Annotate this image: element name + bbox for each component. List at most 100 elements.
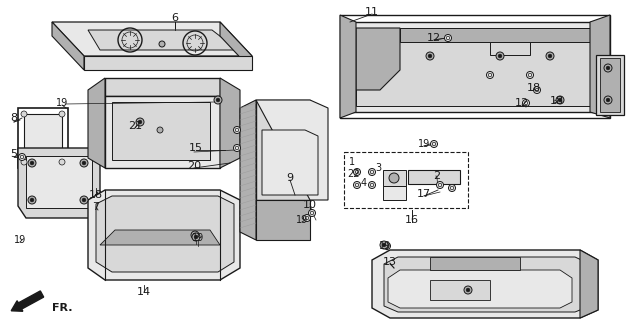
Circle shape xyxy=(466,288,470,292)
Text: 21: 21 xyxy=(128,121,142,131)
Text: 12: 12 xyxy=(515,98,529,108)
Polygon shape xyxy=(408,170,460,184)
Polygon shape xyxy=(112,102,210,160)
Text: FR.: FR. xyxy=(52,303,73,313)
Circle shape xyxy=(526,71,533,78)
Circle shape xyxy=(59,111,65,117)
Circle shape xyxy=(214,96,222,104)
Text: 19: 19 xyxy=(192,233,204,243)
Polygon shape xyxy=(596,55,624,115)
Circle shape xyxy=(21,111,27,117)
Polygon shape xyxy=(490,42,530,55)
Circle shape xyxy=(193,233,197,237)
Circle shape xyxy=(604,96,612,104)
Text: 19: 19 xyxy=(14,235,26,245)
Text: 15: 15 xyxy=(189,143,203,153)
Polygon shape xyxy=(383,186,406,200)
Text: 2: 2 xyxy=(433,171,441,181)
Polygon shape xyxy=(600,58,620,112)
Polygon shape xyxy=(105,96,220,168)
Text: 22: 22 xyxy=(346,169,359,179)
Circle shape xyxy=(28,159,36,167)
Polygon shape xyxy=(52,22,252,56)
Circle shape xyxy=(59,159,65,165)
Circle shape xyxy=(383,243,390,250)
Text: 18: 18 xyxy=(550,96,564,106)
Circle shape xyxy=(464,286,472,294)
Polygon shape xyxy=(105,78,220,96)
Polygon shape xyxy=(24,114,62,162)
Text: 13: 13 xyxy=(383,257,397,267)
Circle shape xyxy=(191,231,199,239)
Circle shape xyxy=(82,161,85,165)
Circle shape xyxy=(496,52,504,60)
Text: 19: 19 xyxy=(296,215,308,225)
Text: 5: 5 xyxy=(10,149,17,159)
Circle shape xyxy=(159,41,165,47)
Polygon shape xyxy=(590,15,610,118)
Text: 4: 4 xyxy=(361,178,367,188)
Polygon shape xyxy=(256,200,310,240)
Circle shape xyxy=(157,127,163,133)
Polygon shape xyxy=(262,130,318,195)
Circle shape xyxy=(426,52,434,60)
Circle shape xyxy=(82,198,85,202)
Circle shape xyxy=(30,161,34,165)
Text: 18: 18 xyxy=(527,83,541,93)
Polygon shape xyxy=(84,56,252,70)
Circle shape xyxy=(28,196,36,204)
Polygon shape xyxy=(256,100,310,200)
Polygon shape xyxy=(356,28,590,106)
Circle shape xyxy=(389,173,399,183)
Circle shape xyxy=(431,140,438,148)
Circle shape xyxy=(19,154,26,161)
Circle shape xyxy=(216,98,220,102)
Polygon shape xyxy=(256,100,328,200)
Circle shape xyxy=(445,35,452,42)
Circle shape xyxy=(558,98,562,102)
Text: 19: 19 xyxy=(379,241,391,251)
Circle shape xyxy=(369,181,376,188)
Circle shape xyxy=(487,71,494,78)
Polygon shape xyxy=(18,148,100,218)
Circle shape xyxy=(382,243,386,247)
Polygon shape xyxy=(356,28,400,90)
Circle shape xyxy=(136,118,144,126)
Circle shape xyxy=(80,159,88,167)
Text: 10: 10 xyxy=(303,200,317,210)
Circle shape xyxy=(353,181,360,188)
Text: 1: 1 xyxy=(349,157,355,167)
Text: 11: 11 xyxy=(365,7,379,17)
Circle shape xyxy=(353,169,360,175)
Circle shape xyxy=(192,233,200,241)
Text: 20: 20 xyxy=(187,161,201,171)
Circle shape xyxy=(30,198,34,202)
Text: 7: 7 xyxy=(93,202,100,212)
Text: 14: 14 xyxy=(137,287,151,297)
Polygon shape xyxy=(383,170,406,186)
Polygon shape xyxy=(95,194,130,216)
Text: 3: 3 xyxy=(375,163,381,173)
Polygon shape xyxy=(384,257,590,312)
Circle shape xyxy=(533,86,540,93)
Circle shape xyxy=(606,98,610,102)
Circle shape xyxy=(436,181,443,188)
Circle shape xyxy=(498,54,502,58)
Circle shape xyxy=(21,159,27,165)
Circle shape xyxy=(546,52,554,60)
Text: 17: 17 xyxy=(417,189,431,199)
Circle shape xyxy=(304,214,311,221)
Polygon shape xyxy=(88,190,240,280)
Circle shape xyxy=(606,66,610,70)
Circle shape xyxy=(604,64,612,72)
Text: 8: 8 xyxy=(10,113,18,123)
Circle shape xyxy=(556,96,564,104)
Polygon shape xyxy=(88,30,238,50)
Circle shape xyxy=(234,126,241,133)
Text: 18: 18 xyxy=(89,190,103,200)
Polygon shape xyxy=(100,230,220,245)
Text: 19: 19 xyxy=(418,139,430,149)
Circle shape xyxy=(428,54,432,58)
Polygon shape xyxy=(220,78,240,168)
Polygon shape xyxy=(340,15,356,118)
